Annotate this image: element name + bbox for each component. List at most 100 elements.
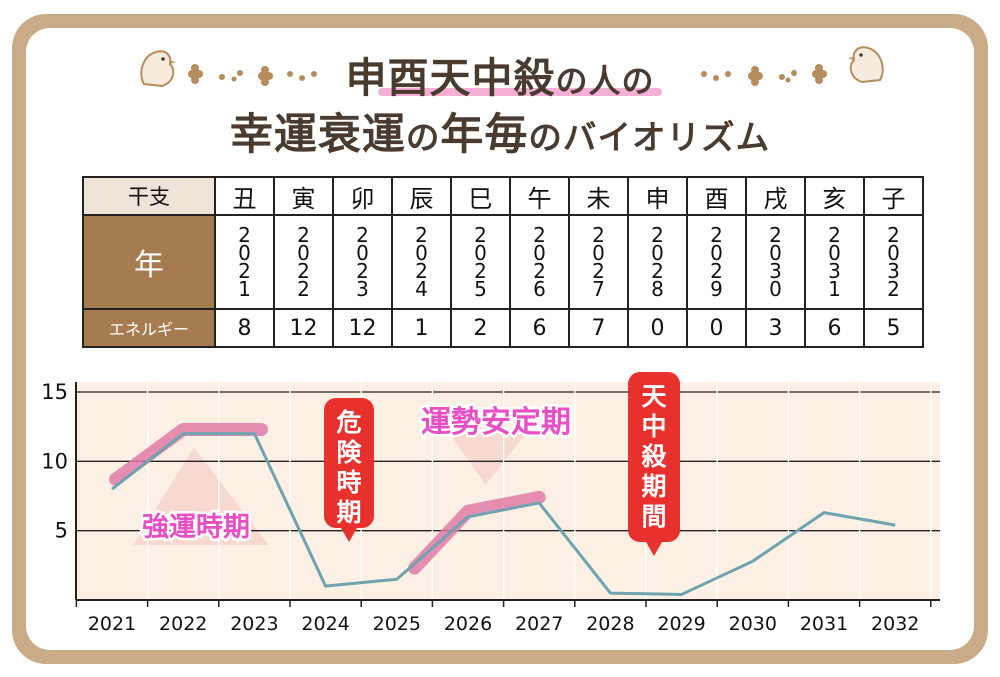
x-tick-label: 2029 — [657, 613, 705, 635]
x-tick-label: 2021 — [88, 613, 136, 635]
energy-row-label: エネルギー — [82, 308, 216, 348]
year-digit: 1 — [238, 277, 251, 301]
tenchusatsu-callout-box — [628, 372, 680, 542]
bird-right-icon — [848, 46, 884, 84]
branch-cell: 午 — [509, 176, 570, 216]
year-digit: 0 — [297, 241, 310, 265]
year-digit: 0 — [238, 241, 251, 265]
branch-cell: 未 — [568, 176, 629, 216]
branch-row: 干支 丑 寅 卯 辰 巳 午 未 申 酉 戌 亥 子 — [82, 176, 924, 216]
danger-callout-char: 危 — [336, 408, 361, 437]
title-part-d: のバイオリズム — [528, 118, 771, 157]
energy-cell: 0 — [686, 308, 747, 348]
year-digit: 2 — [297, 277, 310, 301]
energy-cell: 0 — [627, 308, 688, 348]
title-line-2: 幸運衰運の年毎のバイオリズム — [0, 100, 1000, 162]
strong-phase-highlight — [109, 422, 269, 486]
tenchusatsu-callout-char: 期 — [641, 472, 666, 501]
branch-row-label: 干支 — [82, 176, 216, 216]
branch-cell: 申 — [627, 176, 688, 216]
tenchusatsu-callout-char: 中 — [641, 412, 666, 441]
x-tick-label: 2032 — [871, 613, 919, 635]
energy-cell: 12 — [273, 308, 334, 348]
x-tick-label: 2026 — [444, 613, 492, 635]
energy-cell: 5 — [863, 308, 924, 348]
year-digit: 0 — [710, 241, 723, 265]
year-digit: 2 — [651, 223, 664, 247]
branch-cell: 酉 — [686, 176, 747, 216]
danger-callout-char: 時 — [336, 468, 361, 497]
year-digit: 2 — [710, 259, 723, 283]
energy-cell: 3 — [745, 308, 806, 348]
strong-phase-triangle — [133, 447, 269, 545]
year-digit: 0 — [769, 241, 782, 265]
bird-left-icon — [140, 50, 176, 88]
energy-cell: 7 — [568, 308, 629, 348]
tenchusatsu-callout-char: 天 — [641, 382, 666, 411]
energy-cell: 6 — [509, 308, 570, 348]
year-digit: 0 — [828, 241, 841, 265]
year-digit: 3 — [769, 259, 782, 283]
year-digit: 2 — [887, 223, 900, 247]
year-digit: 2 — [533, 223, 546, 247]
branch-cell: 亥 — [804, 176, 865, 216]
branch-cell: 戌 — [745, 176, 806, 216]
year-digit: 2 — [356, 259, 369, 283]
year-digit: 2 — [297, 259, 310, 283]
x-tick-label: 2023 — [230, 613, 278, 635]
year-digit: 2 — [415, 223, 428, 247]
year-digit: 2 — [474, 223, 487, 247]
danger-callout-char: 険 — [336, 438, 362, 467]
y-tick-label: 10 — [41, 449, 68, 473]
year-digit: 0 — [415, 241, 428, 265]
year-digit: 3 — [887, 259, 900, 283]
tenchusatsu-callout-char: 殺 — [641, 442, 667, 471]
energy-cell: 1 — [391, 308, 452, 348]
year-digit: 0 — [533, 241, 546, 265]
danger-callout-box — [324, 398, 374, 528]
year-digit: 2 — [828, 223, 841, 247]
branch-cell: 巳 — [450, 176, 511, 216]
year-digit: 0 — [356, 241, 369, 265]
branch-cell: 卯 — [332, 176, 393, 216]
x-tick-label: 2025 — [373, 613, 421, 635]
x-tick-label: 2022 — [159, 613, 207, 635]
year-digit: 2 — [887, 277, 900, 301]
year-digit: 3 — [356, 277, 369, 301]
title-main: 申酉天中殺 — [345, 54, 556, 102]
branch-cell: 辰 — [391, 176, 452, 216]
year-digit: 0 — [651, 241, 664, 265]
year-digit: 2 — [415, 259, 428, 283]
energy-cell: 8 — [214, 308, 275, 348]
year-digit: 2 — [238, 259, 251, 283]
stable-phase-triangle — [446, 429, 529, 485]
year-digit: 0 — [474, 241, 487, 265]
energy-cell: 2 — [450, 308, 511, 348]
year-digit: 1 — [828, 277, 841, 301]
y-tick-label: 15 — [41, 380, 68, 404]
energy-cell: 6 — [804, 308, 865, 348]
energy-series-line — [111, 432, 896, 596]
energy-row: エネルギー 8 12 12 1 2 6 7 0 0 3 6 5 — [82, 308, 924, 348]
branch-cell: 子 — [863, 176, 924, 216]
x-tick-label: 2030 — [729, 613, 777, 635]
clover-sprig-right-icon — [701, 64, 827, 86]
x-tick-label: 2028 — [586, 613, 634, 635]
title-underline — [378, 88, 662, 96]
title-suffix: の人の — [555, 62, 655, 100]
year-digit: 2 — [238, 223, 251, 247]
year-digit: 2 — [356, 223, 369, 247]
branch-cell: 寅 — [273, 176, 334, 216]
year-digit: 2 — [710, 223, 723, 247]
year-digit: 0 — [887, 241, 900, 265]
